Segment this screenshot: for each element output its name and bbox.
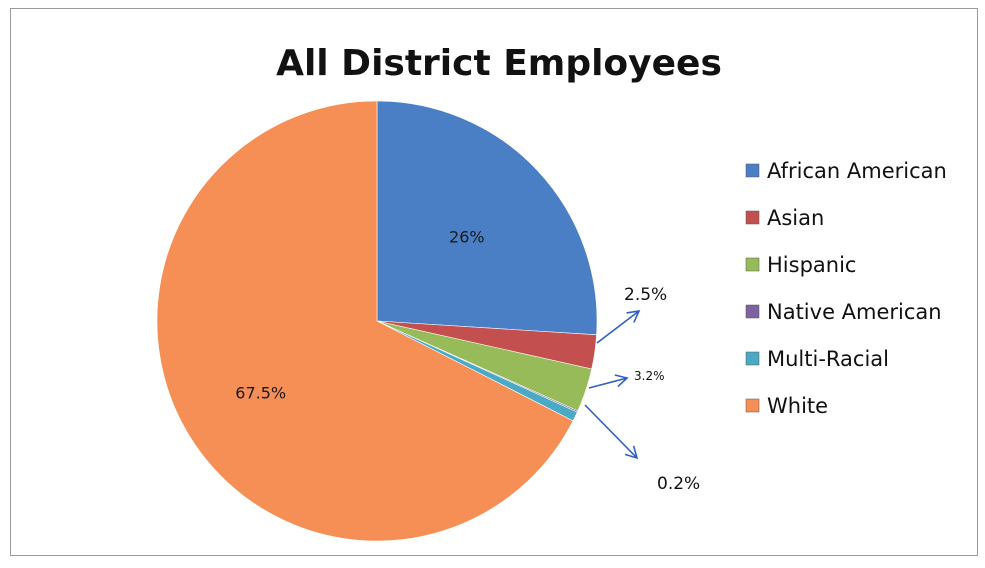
callout-asian: 2.5% [596,285,667,344]
pie-slices [156,100,598,542]
callout-arrowhead [626,309,641,323]
slice-label-african-american: 26% [449,228,485,247]
legend-label: Multi-Racial [767,347,889,371]
legend-swatch [745,210,760,225]
legend-label: White [767,394,828,418]
callout-arrow-line [588,377,628,389]
callout-arrowhead [624,445,639,460]
legend-item-asian: Asian [745,206,824,230]
callout-hispanic: 3.2% [588,369,665,389]
legend-label: African American [767,159,947,183]
callout-native-american: 0.2% [584,404,700,494]
legend-item-multi-racial: Multi-Racial [745,347,889,371]
legend: African American Asian Hispanic Native Amer… [745,159,947,418]
chart-frame: All District Employees 26% 67.5% 2.5% 3.2%… [10,8,978,556]
legend-item-african-american: African American [745,159,947,183]
legend-swatch [745,351,760,366]
chart-title: All District Employees [276,43,722,84]
legend-item-hispanic: Hispanic [745,253,856,277]
callout-arrow-line [596,310,640,344]
legend-swatch [745,398,760,413]
pie-slice-african-american [376,100,598,336]
callouts: 2.5% 3.2% 0.2% [584,285,700,494]
callout-label-hispanic: 3.2% [634,369,665,383]
callout-label-native-american: 0.2% [657,474,700,494]
legend-label: Hispanic [767,253,856,277]
callout-arrow-line [584,404,638,459]
legend-swatch [745,257,760,272]
callout-arrowhead [614,374,629,388]
pie-chart: All District Employees 26% 67.5% 2.5% 3.2%… [156,43,947,542]
callout-label-asian: 2.5% [624,285,667,305]
legend-swatch [745,163,760,178]
legend-label: Asian [767,206,824,230]
legend-label: Native American [767,300,942,324]
pie-slice-white [156,100,574,542]
legend-item-white: White [745,394,828,418]
legend-swatch [745,304,760,319]
slice-label-white: 67.5% [235,383,286,402]
slice-labels: 26% 67.5% [235,228,484,403]
legend-item-native-american: Native American [745,300,942,324]
